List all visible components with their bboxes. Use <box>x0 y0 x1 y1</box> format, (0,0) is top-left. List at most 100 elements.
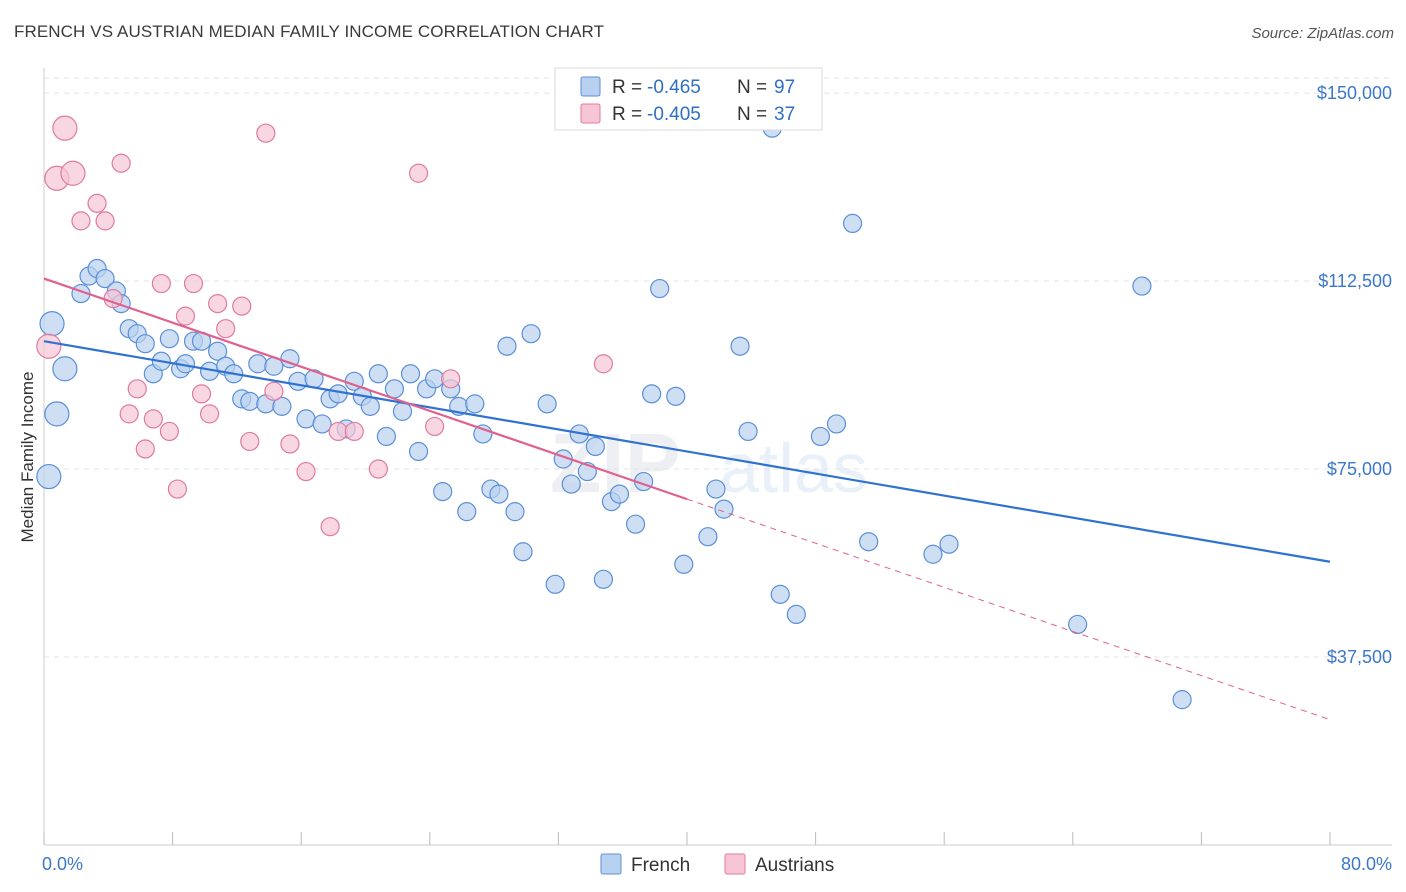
austrians-point <box>240 431 260 452</box>
austrians-trend-extension <box>686 498 1331 721</box>
french-point <box>465 394 485 414</box>
french-point <box>312 414 332 434</box>
french-point <box>537 394 557 414</box>
french-trend-line <box>43 340 1331 563</box>
french-point <box>561 474 581 494</box>
austrians-point <box>199 404 220 424</box>
bottom-legend-swatch-austrians <box>724 853 746 875</box>
french-point <box>39 311 65 337</box>
source-note: Source: ZipAtlas.com <box>1251 25 1394 42</box>
austrians-point <box>95 211 115 231</box>
austrians-point <box>191 384 212 404</box>
austrians-point <box>111 153 131 173</box>
french-point <box>208 341 228 361</box>
french-point <box>240 391 260 411</box>
austrians-point <box>280 434 300 454</box>
austrians-point <box>441 369 461 389</box>
french-point <box>923 544 943 564</box>
austrians-point <box>264 381 284 401</box>
french-point <box>1132 276 1152 296</box>
french-point <box>842 213 863 233</box>
french-point <box>505 502 525 522</box>
austrians-point <box>208 294 228 314</box>
french-point <box>545 574 565 594</box>
french-point <box>489 484 509 504</box>
legend-n-label-austrians: N = <box>737 104 767 125</box>
legend-swatch-austrians <box>580 103 601 124</box>
french-point <box>1068 614 1088 635</box>
austrians-point <box>256 123 276 143</box>
french-point <box>425 369 445 389</box>
legend-r-label-austrians: R = <box>612 104 642 125</box>
french-point <box>650 278 670 299</box>
french-point <box>408 441 429 462</box>
french-point <box>368 364 388 384</box>
legend-r-french: -0.465 <box>647 77 701 98</box>
austrians-point <box>135 439 155 459</box>
austrians-point <box>175 306 196 326</box>
austrians-point <box>60 160 86 186</box>
french-point <box>521 324 541 344</box>
austrians-point <box>167 479 188 499</box>
french-point <box>36 463 62 490</box>
french-point <box>457 502 477 522</box>
french-point <box>642 384 662 404</box>
french-point <box>159 329 179 349</box>
y-tick-label: $112,500 <box>1318 271 1392 291</box>
french-point <box>698 527 718 547</box>
french-point <box>666 386 686 406</box>
austrians-point <box>425 416 445 437</box>
austrians-point <box>320 517 340 537</box>
french-point <box>786 604 806 625</box>
french-point <box>135 334 155 354</box>
french-point <box>585 436 605 457</box>
austrians-point <box>159 421 179 442</box>
austrians-point <box>71 211 91 231</box>
french-point <box>52 356 78 382</box>
austrians-point <box>328 421 348 442</box>
chart-title: FRENCH VS AUSTRIAN MEDIAN FAMILY INCOME … <box>14 22 605 41</box>
austrians-point <box>36 333 62 359</box>
french-point <box>738 421 758 442</box>
x-tick-label-max: 80.0% <box>1341 854 1392 874</box>
austrians-point <box>593 354 614 374</box>
austrians-trend-line <box>43 277 688 501</box>
austrians-point <box>52 115 78 141</box>
french-point <box>714 499 734 519</box>
french-point <box>296 409 316 429</box>
austrians-point <box>119 404 139 424</box>
french-point <box>810 426 831 447</box>
austrians-point <box>216 319 236 339</box>
watermark-atlas: atlas <box>720 429 868 507</box>
austrians-point <box>368 459 388 479</box>
french-point <box>859 532 879 552</box>
french-point <box>384 379 405 399</box>
french-point <box>497 336 517 356</box>
legend-r-label-french: R = <box>612 77 642 98</box>
austrians-point <box>143 409 163 429</box>
french-point <box>272 396 292 416</box>
gridlines <box>44 77 1392 658</box>
french-point <box>939 534 959 554</box>
legend-n-french: 97 <box>774 77 795 98</box>
french-point <box>376 426 396 447</box>
french-point <box>674 554 694 574</box>
french-point <box>826 414 847 434</box>
austrians-point <box>296 461 316 482</box>
french-point <box>1172 690 1192 710</box>
austrians-point <box>344 421 364 442</box>
austrians-point <box>232 296 252 316</box>
y-tick-label: $75,000 <box>1327 459 1392 479</box>
french-point <box>770 584 790 604</box>
bottom-legend-label-french: French <box>631 855 690 876</box>
x-tick-label-min: 0.0% <box>42 854 83 874</box>
y-tick-label: $150,000 <box>1317 83 1392 103</box>
french-point <box>95 268 115 289</box>
legend-swatch-french <box>580 76 601 97</box>
french-point <box>625 514 646 534</box>
series-legend: French Austrians <box>600 853 834 876</box>
austrians-point <box>127 379 147 399</box>
french-point <box>706 479 726 499</box>
bottom-legend-swatch-french <box>600 853 622 875</box>
